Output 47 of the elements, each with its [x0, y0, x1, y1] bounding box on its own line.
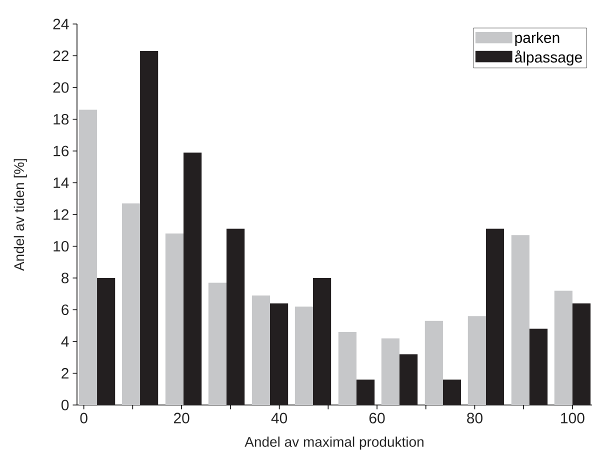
bar	[140, 50, 158, 405]
bar	[208, 282, 227, 405]
bar	[572, 303, 591, 405]
x-axis-title: Andel av maximal produktion	[244, 436, 424, 450]
bar	[226, 228, 245, 405]
bar	[529, 328, 548, 405]
bar	[338, 332, 356, 405]
bar	[294, 306, 314, 405]
bar	[313, 278, 332, 405]
x-tick-label: 0	[80, 412, 88, 424]
bar	[97, 278, 116, 405]
y-tick-label: 14	[54, 178, 69, 188]
y-tick-label: 2	[62, 368, 68, 378]
y-tick-label: 0	[61, 400, 69, 410]
bar	[381, 338, 400, 405]
bar	[442, 380, 462, 405]
y-tick-label: 18	[54, 114, 69, 125]
x-tick-label: 40	[271, 412, 288, 424]
y-tick-label: 10	[54, 240, 69, 252]
x-tick-label: 80	[467, 412, 482, 424]
y-tick-label: 8	[62, 272, 69, 284]
y-tick-label: 6	[62, 304, 69, 316]
y-tick-label: 12	[54, 209, 68, 220]
bar	[78, 110, 98, 405]
x-tick-label: 100	[561, 412, 584, 424]
bar	[270, 303, 288, 405]
bar	[165, 234, 184, 405]
bar	[399, 354, 418, 405]
legend-label: ålpassage	[514, 50, 582, 66]
y-tick-label: 16	[54, 146, 69, 156]
bar	[122, 203, 140, 405]
bar	[486, 228, 504, 405]
bar	[511, 235, 530, 405]
y-tick-label: 4	[61, 336, 69, 347]
x-tick-label: 20	[174, 412, 190, 424]
legend-label: parken	[515, 32, 560, 46]
bar	[356, 380, 375, 405]
y-tick-label: 24	[53, 18, 69, 30]
y-tick-label: 22	[53, 50, 68, 61]
bar	[184, 152, 202, 405]
x-tick-label: 60	[369, 412, 385, 424]
bar	[554, 290, 572, 405]
bar	[252, 295, 270, 405]
y-tick-label: 20	[53, 82, 69, 93]
bar	[424, 320, 443, 405]
bar	[468, 316, 486, 405]
y-axis-title: Andel av tiden [%]	[14, 159, 27, 271]
